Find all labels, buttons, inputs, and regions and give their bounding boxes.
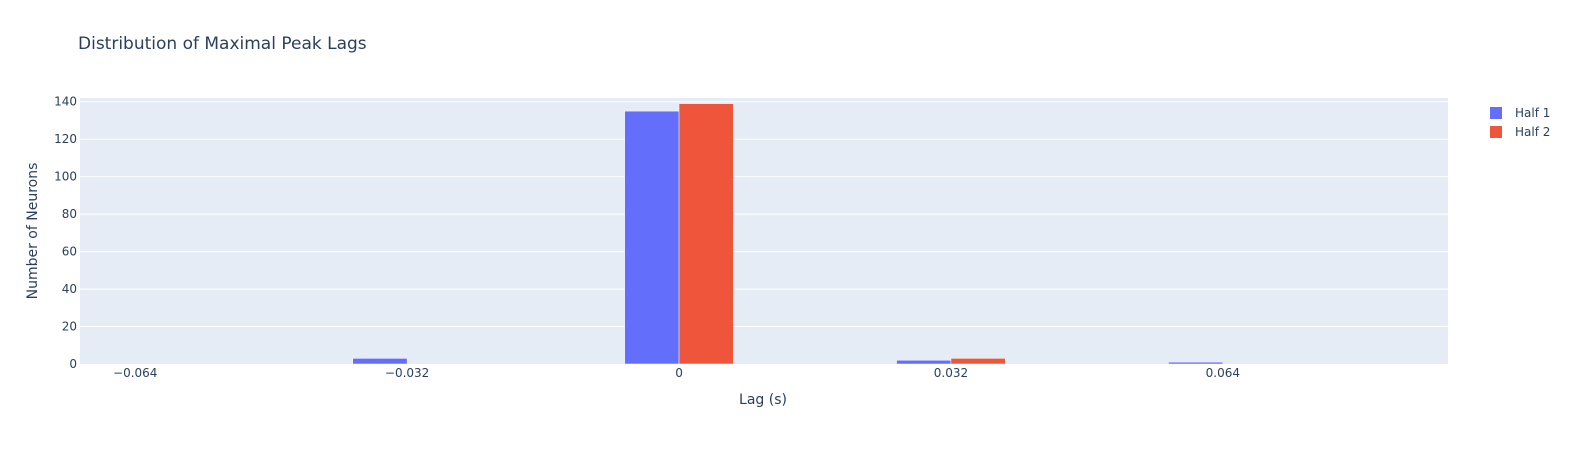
plot-background (80, 98, 1448, 364)
bars (352, 103, 1224, 365)
legend-swatch (1490, 107, 1502, 119)
gridlines (80, 101, 1448, 328)
bar-half-1 (1168, 361, 1224, 365)
bar-half-2 (678, 103, 734, 365)
bar-half-1 (624, 110, 680, 365)
legend: Half 1 Half 2 (1490, 106, 1550, 139)
y-tick-label: 140 (54, 95, 77, 109)
bar-half-1 (352, 358, 408, 365)
y-axis-label: Number of Neurons (25, 163, 41, 300)
legend-item[interactable]: Half 2 (1490, 125, 1550, 139)
x-tick-label: −0.032 (385, 366, 429, 380)
chart-title: Distribution of Maximal Peak Lags (78, 34, 367, 54)
x-axis-label: Lag (s) (739, 392, 787, 408)
y-axis-ticks: 0 20 40 60 80 100 120 140 (54, 95, 77, 371)
y-tick-label: 80 (62, 207, 77, 221)
y-tick-label: 100 (54, 170, 77, 184)
bar-half-1 (896, 360, 952, 365)
legend-label: Half 2 (1515, 125, 1550, 139)
x-tick-label: 0.032 (934, 366, 968, 380)
legend-label: Half 1 (1515, 106, 1550, 120)
x-tick-label: 0 (675, 366, 683, 380)
x-tick-label: −0.064 (113, 366, 157, 380)
x-tick-label: 0.064 (1206, 366, 1240, 380)
x-axis-ticks: −0.064 −0.032 0 0.032 0.064 (113, 366, 1240, 380)
legend-swatch (1490, 126, 1502, 138)
y-tick-label: 20 (62, 320, 77, 334)
y-tick-label: 60 (62, 245, 77, 259)
y-tick-label: 0 (69, 357, 77, 371)
bar-half-2 (950, 358, 1006, 365)
y-tick-label: 40 (62, 282, 77, 296)
legend-item[interactable]: Half 1 (1490, 106, 1550, 120)
y-tick-label: 120 (54, 132, 77, 146)
